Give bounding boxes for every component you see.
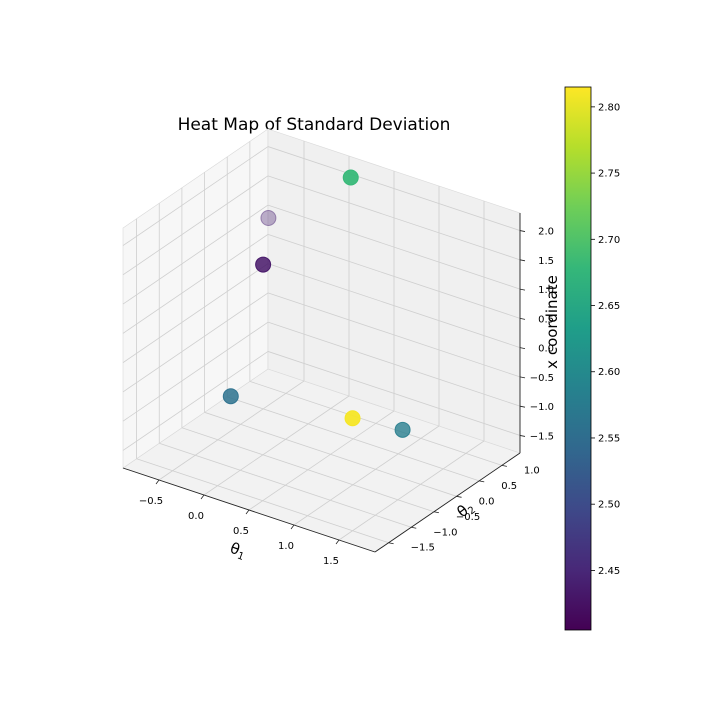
x-tick-label: 1.0 xyxy=(278,541,294,552)
x-gridline xyxy=(293,425,440,526)
y-tick-mark xyxy=(479,480,485,483)
colorbar-tick-label: 2.50 xyxy=(598,500,620,511)
x-tick-mark xyxy=(155,479,160,485)
tick-labels: −0.5 0.0 0.5 1.0 1.5 −1.5 −1.0 −0.5 0.0 0.5 1.0 −1.… xyxy=(139,227,554,567)
z-tick-label: 2.0 xyxy=(538,227,554,238)
x-tick-mark xyxy=(290,524,295,530)
scatter-point xyxy=(255,256,272,273)
x-gridline xyxy=(338,440,485,541)
z-tick-label: −1.0 xyxy=(530,402,554,413)
y-gridline xyxy=(227,396,480,482)
x-tick-label: 0.0 xyxy=(188,511,204,522)
colorbar-ticks: 2.45 2.50 2.55 2.60 2.65 2.70 2.75 2.80 xyxy=(591,102,620,577)
y-gridline xyxy=(249,380,503,466)
colorbar-tick-label: 2.70 xyxy=(598,235,620,246)
y-tick-label: 1.0 xyxy=(524,465,540,476)
y-gridline xyxy=(204,411,457,497)
z-gridline xyxy=(267,233,521,319)
z-gridline xyxy=(267,351,521,436)
z-gridline xyxy=(122,175,269,276)
z-gridline xyxy=(267,321,521,407)
z-gridline xyxy=(267,263,521,349)
z-tick-label: −1.5 xyxy=(530,431,554,442)
scatter-point xyxy=(342,169,359,186)
z-gridline xyxy=(122,321,269,422)
data-points xyxy=(222,169,411,438)
x-tick-mark xyxy=(335,539,340,545)
y-tick-label: 0.5 xyxy=(501,481,517,492)
z-tick-mark xyxy=(519,435,526,437)
z-gridline xyxy=(122,351,269,451)
x-tick-label: −0.5 xyxy=(139,496,163,507)
z-tick-mark xyxy=(519,405,526,408)
colorbar xyxy=(564,86,592,631)
z-gridline xyxy=(122,234,269,334)
z-tick-label: 0.5 xyxy=(538,314,554,325)
y-tick-mark xyxy=(456,495,462,498)
scatter-point xyxy=(394,421,411,438)
grid-lines xyxy=(122,141,521,544)
x-gridline xyxy=(248,410,395,511)
y-tick-mark xyxy=(388,542,394,545)
y-tick-mark xyxy=(411,526,417,529)
z-gridline xyxy=(267,292,521,378)
z-axis-label: x coordinate xyxy=(543,275,561,369)
colorbar-tick-label: 2.75 xyxy=(598,169,620,180)
z-tick-mark xyxy=(519,230,526,232)
colorbar-tick-label: 2.55 xyxy=(598,433,620,444)
z-gridline xyxy=(267,175,521,261)
z-gridline xyxy=(122,146,269,246)
y-tick-label: 0.0 xyxy=(479,496,495,507)
scatter-point xyxy=(222,388,239,405)
y-axis-line xyxy=(374,452,521,553)
scatter-point xyxy=(344,410,361,427)
colorbar-tick-label: 2.80 xyxy=(598,102,620,113)
x-tick-mark xyxy=(245,509,250,515)
x-tick-label: 0.5 xyxy=(233,526,249,537)
colorbar-tick-label: 2.60 xyxy=(598,367,620,378)
y-tick-label: −0.5 xyxy=(456,512,480,523)
y-gridline xyxy=(159,442,412,528)
x-gridline xyxy=(158,380,305,481)
y-tick-label: −1.5 xyxy=(411,543,435,554)
z-tick-label: −0.5 xyxy=(530,373,554,384)
z-gridline xyxy=(267,146,521,231)
z-tick-mark xyxy=(519,376,526,379)
scatter-point xyxy=(260,209,277,226)
z-tick-label: 1.5 xyxy=(538,256,554,267)
x-tick-mark xyxy=(200,494,205,500)
z-gridline xyxy=(122,204,269,305)
y-tick-mark xyxy=(433,511,439,514)
z-tick-label: 1.0 xyxy=(538,285,554,296)
y-tick-mark xyxy=(501,464,507,467)
colorbar-tick-label: 2.45 xyxy=(598,566,620,577)
z-tick-label: 0.0 xyxy=(538,344,554,355)
y-tick-label: −1.0 xyxy=(433,527,457,538)
z-tick-mark xyxy=(519,288,526,291)
chart-title: Heat Map of Standard Deviation xyxy=(178,115,451,135)
z-gridline xyxy=(122,292,269,393)
z-tick-mark xyxy=(519,259,526,262)
axes-panes xyxy=(122,128,521,553)
x-tick-label: 1.5 xyxy=(323,556,339,567)
y-gridline xyxy=(181,427,435,513)
x-gridline xyxy=(203,395,350,496)
z-gridline xyxy=(122,263,269,363)
z-gridline xyxy=(267,204,521,290)
x-axis-label: θ1 xyxy=(227,539,248,563)
y-gridline xyxy=(136,458,389,544)
colorbar-tick-label: 2.65 xyxy=(598,301,620,312)
z-tick-mark xyxy=(519,317,526,320)
z-tick-mark xyxy=(519,347,526,350)
